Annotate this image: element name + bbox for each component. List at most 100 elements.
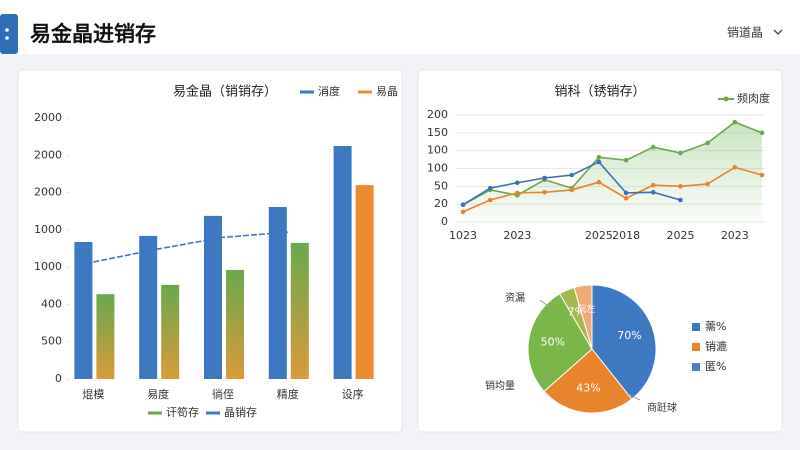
point: [487, 185, 493, 191]
point: [569, 172, 575, 178]
point: [596, 154, 602, 160]
point: [650, 182, 656, 188]
y-tick-label: 50: [434, 179, 448, 192]
legend-label: 讦笱存: [166, 405, 199, 419]
point: [542, 175, 547, 181]
bar: [355, 185, 374, 379]
point: [623, 195, 629, 201]
point: [515, 180, 520, 186]
bar: [268, 207, 287, 379]
menu-dot: [5, 36, 9, 40]
slice-label: 阮左: [577, 303, 595, 315]
legend-dot: [723, 96, 729, 102]
point: [623, 157, 629, 163]
bar: [226, 269, 244, 379]
x-tick-label: 精度: [277, 387, 299, 401]
y-tick-label: 100: [427, 162, 448, 175]
point: [596, 159, 602, 165]
y-tick-label: 400: [41, 297, 62, 310]
leader-line: [539, 371, 553, 387]
legend-label: 匿%: [705, 360, 726, 373]
point: [759, 172, 765, 178]
line: [93, 231, 288, 263]
legend-label: 薷%: [705, 320, 726, 333]
header-bar: [0, 0, 800, 54]
x-tick-label: 徜侄: [212, 388, 234, 401]
leader-line: [627, 393, 641, 401]
point: [460, 209, 466, 215]
y-tick-label: 2000: [34, 186, 62, 199]
menu-tab[interactable]: [0, 14, 18, 54]
pie-slice: [591, 284, 657, 400]
legend-label: 晶销存: [224, 405, 257, 419]
area: [463, 122, 762, 222]
dropdown[interactable]: 销道晶: [727, 26, 763, 40]
pie-slice: [573, 284, 593, 350]
outer-label: 资漏: [505, 292, 525, 304]
x-tick-label: 2018: [612, 229, 640, 242]
outer-label: 销均量: [485, 379, 515, 392]
legend-label: 消度: [318, 84, 340, 98]
menu-dot: [5, 28, 9, 32]
slice-label: 50%: [541, 336, 565, 349]
point: [596, 179, 602, 185]
x-tick-label: 1023: [449, 229, 477, 242]
point: [650, 189, 656, 195]
y-tick-label: 200: [427, 108, 448, 121]
y-tick-label: 1000: [34, 260, 62, 273]
point: [705, 181, 710, 187]
x-tick-label: 焜模: [82, 388, 104, 401]
legend-swatch: [692, 343, 700, 351]
point: [678, 150, 683, 156]
x-tick-label: 2023: [721, 229, 749, 242]
y-tick-label: 150: [427, 126, 448, 139]
pie-slice: [527, 293, 593, 393]
y-tick-label: 2000: [34, 148, 62, 161]
point: [732, 119, 738, 125]
x-tick-label: 2025: [585, 229, 613, 242]
bar: [204, 215, 222, 379]
point: [732, 165, 738, 170]
legend-swatch: [692, 323, 700, 331]
point: [515, 190, 520, 196]
pie-slice: [543, 348, 633, 414]
point: [487, 197, 493, 203]
chart-title: 易金晶（销销存）: [173, 84, 277, 100]
bar: [139, 235, 158, 379]
bar: [161, 284, 180, 379]
y-tick-label: 0: [441, 215, 448, 228]
bar: [333, 145, 352, 379]
y-tick-label: 1000: [34, 223, 62, 236]
x-tick-label: 2025: [666, 229, 694, 242]
page-title: 易金晶进销存: [30, 22, 156, 46]
dropdown-caret[interactable]: [773, 29, 783, 35]
y-tick-label: 2000: [34, 111, 62, 124]
bar: [96, 294, 115, 379]
slice-label: 43%: [576, 382, 600, 395]
y-tick-label: 20: [434, 197, 448, 210]
point: [650, 144, 656, 150]
line: [462, 166, 763, 213]
point: [569, 187, 575, 193]
bar: [290, 242, 309, 379]
point: [460, 202, 466, 208]
point: [705, 140, 710, 146]
point: [678, 184, 683, 189]
y-tick-label: 500: [41, 335, 62, 348]
point: [542, 189, 547, 195]
leader-line: [539, 299, 557, 313]
outer-label: 商跹球: [647, 401, 677, 414]
legend-label: 销漉: [705, 339, 727, 353]
bar: [74, 241, 93, 379]
chart-title: 销科（锈销存）: [554, 85, 645, 100]
legend-label: 频肉度: [737, 91, 770, 105]
x-tick-label: 易度: [147, 387, 169, 401]
legend-swatch: [692, 363, 700, 371]
x-tick-label: 设序: [342, 387, 364, 401]
legend-label: 易晶: [376, 85, 398, 98]
point: [759, 130, 765, 136]
point: [623, 190, 629, 196]
slice-label: 70%: [617, 329, 641, 342]
